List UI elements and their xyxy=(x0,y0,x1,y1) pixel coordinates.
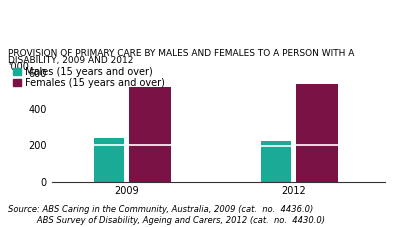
Bar xyxy=(129,87,171,145)
Bar xyxy=(94,138,124,145)
Text: PROVISION OF PRIMARY CARE BY MALES AND FEMALES TO A PERSON WITH A: PROVISION OF PRIMARY CARE BY MALES AND F… xyxy=(8,49,355,58)
Text: '000: '000 xyxy=(8,62,29,72)
Text: DISABILITY, 2009 AND 2012: DISABILITY, 2009 AND 2012 xyxy=(8,56,134,65)
Legend: Males (15 years and over), Females (15 years and over): Males (15 years and over), Females (15 y… xyxy=(13,67,165,88)
Bar xyxy=(94,145,124,182)
Bar xyxy=(261,146,291,182)
Bar xyxy=(261,141,291,146)
Bar xyxy=(296,84,337,145)
Bar xyxy=(129,145,171,182)
Text: Source: ABS Caring in the Community, Australia, 2009 (cat.  no.  4436.0)
       : Source: ABS Caring in the Community, Aus… xyxy=(8,205,325,225)
Bar xyxy=(296,145,337,182)
